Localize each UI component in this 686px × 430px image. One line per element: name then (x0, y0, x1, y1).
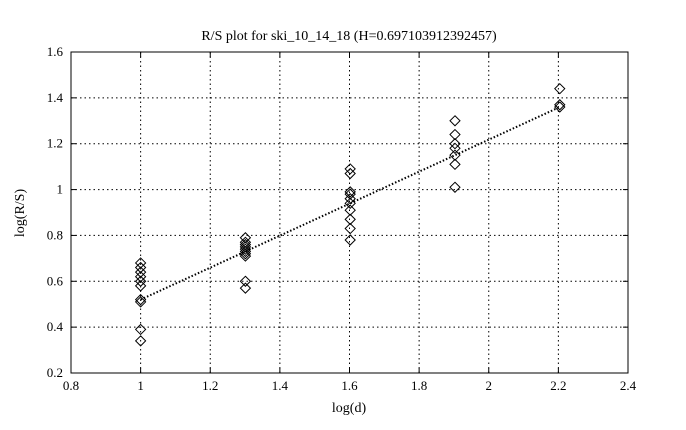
data-point-diamond (554, 82, 566, 95)
x-tick-label: 1.2 (202, 378, 218, 393)
data-point-diamond (344, 213, 356, 226)
y-tick-label: 1 (57, 182, 64, 197)
y-tick-label: 0.2 (47, 365, 63, 380)
data-point-diamond (344, 163, 356, 175)
grid-lines (71, 52, 628, 373)
data-point-diamond (239, 275, 252, 287)
data-point-diamond (449, 149, 461, 161)
data-point-diamond (344, 234, 356, 246)
data-point-diamond (449, 142, 461, 155)
data-point-diamond (344, 204, 356, 216)
y-tick-label: 0.4 (47, 319, 64, 334)
data-point-diamond (134, 257, 147, 269)
data-points (134, 82, 566, 347)
data-point-diamond (134, 323, 147, 336)
data-point-diamond (239, 236, 252, 249)
x-axis-label: log(d) (332, 401, 367, 416)
data-point-diamond (554, 99, 566, 111)
data-point-diamond (344, 193, 356, 205)
y-tick-label: 1.6 (47, 44, 64, 59)
data-point-diamond (344, 186, 356, 198)
data-point-diamond (239, 245, 252, 258)
data-point-diamond (449, 128, 461, 141)
x-tick-label: 2.4 (620, 378, 637, 393)
data-point-diamond (239, 248, 252, 260)
data-point-diamond (134, 280, 147, 292)
y-axis-label: log(R/S) (13, 189, 28, 238)
y-tick-label: 0.8 (47, 227, 63, 242)
data-point-diamond (134, 335, 147, 347)
x-tick-label: 0.8 (63, 378, 79, 393)
data-point-diamond (239, 250, 252, 262)
data-point-diamond (134, 261, 147, 274)
data-point-diamond (239, 282, 252, 294)
data-point-diamond (239, 232, 252, 244)
data-point-diamond (344, 197, 356, 210)
chart-title: R/S plot for ski_10_14_18 (H=0.697103912… (201, 29, 497, 44)
plot-frame (70, 51, 629, 374)
x-tick-label: 1.4 (272, 378, 289, 393)
data-point-diamond (239, 241, 252, 253)
data-point-diamond (449, 158, 461, 171)
data-point-diamond (449, 181, 461, 193)
x-tick-label: 2.2 (550, 378, 566, 393)
data-point-diamond (344, 222, 356, 235)
data-point-diamond (449, 115, 461, 127)
x-tick-label: 1 (137, 378, 144, 393)
x-tick-label: 2 (486, 378, 493, 393)
y-tick-label: 1.4 (47, 90, 64, 105)
data-point-diamond (134, 275, 147, 287)
data-point-diamond (134, 266, 147, 278)
y-tick-label: 1.2 (47, 136, 63, 151)
data-point-diamond (134, 296, 147, 308)
y-tick-label: 0.6 (47, 273, 64, 288)
data-point-diamond (449, 138, 461, 150)
x-tick-label: 1.6 (341, 378, 358, 393)
data-point-diamond (134, 270, 147, 283)
data-point-diamond (554, 101, 566, 113)
axis-ticks: 0.8 1 1.2 1.4 1.6 1.8 2 2.2 2.4 0.2 0.4 0.6 0.8 1 1.2 1… (47, 44, 637, 393)
data-point-diamond (239, 243, 252, 255)
x-tick-label: 1.8 (411, 378, 427, 393)
data-point-diamond (239, 238, 252, 251)
data-point-diamond (134, 293, 147, 306)
data-point-diamond (344, 188, 356, 200)
data-point-diamond (344, 167, 356, 180)
